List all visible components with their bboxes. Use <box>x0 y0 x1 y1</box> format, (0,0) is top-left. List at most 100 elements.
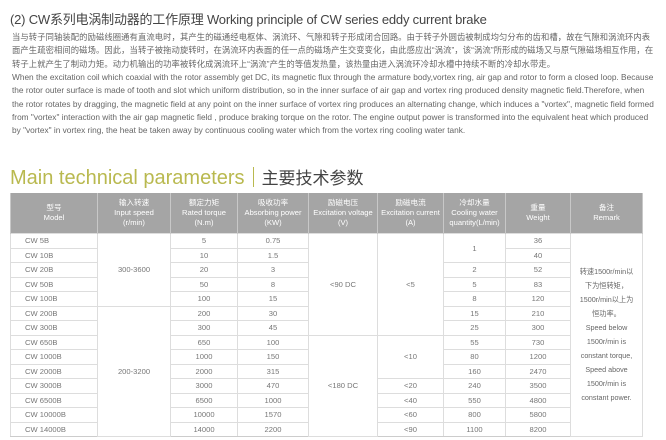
table-row: CW 14000B 14000 2200 <90 1100 8200 <box>10 421 643 437</box>
model-cell: CW 6500B <box>10 392 98 408</box>
header-cn: 吸收功率 <box>257 198 289 207</box>
header-cn: 额定力矩 <box>188 198 220 207</box>
column-header: 冷却水量 Cooling water quantity(L/min) <box>443 193 506 234</box>
table-row: CW 100B 100 15 8 120 <box>10 291 643 307</box>
weight-cell: 40 <box>505 247 571 263</box>
torque-cell: 100 <box>170 291 238 307</box>
cooling-water-cell: 80 <box>443 349 506 365</box>
cooling-water-cell: 800 <box>443 407 506 423</box>
column-header: 吸收功率 Absorbing power (KW) <box>237 193 309 234</box>
header-cn: 型号 <box>46 203 62 212</box>
torque-cell: 10 <box>170 247 238 263</box>
torque-cell: 300 <box>170 320 238 336</box>
model-cell: CW 100B <box>10 291 98 307</box>
header-unit: (N.m) <box>194 218 214 227</box>
power-cell: 8 <box>237 276 309 292</box>
torque-cell: 14000 <box>170 421 238 437</box>
current-cell: <10 <box>377 334 444 379</box>
cooling-water-cell: 8 <box>443 291 506 307</box>
table-row: CW 300B 300 45 25 300 <box>10 320 643 336</box>
power-cell: 1.5 <box>237 247 309 263</box>
weight-cell: 4800 <box>505 392 571 408</box>
column-header: 额定力矩 Rated torque (N.m) <box>170 193 238 234</box>
torque-cell: 6500 <box>170 392 238 408</box>
remark-line: 1500r/min is <box>586 379 627 388</box>
header-cn: 重量 <box>530 203 546 212</box>
remark-line: Speed above <box>585 365 628 374</box>
header-unit: (V) <box>337 218 349 227</box>
model-cell: CW 10000B <box>10 407 98 423</box>
header-cn: 励磁电压 <box>327 198 359 207</box>
power-cell: 15 <box>237 291 309 307</box>
column-header: 重量 Weight <box>505 193 571 234</box>
column-header: 输入转速 Input speed (r/min) <box>97 193 171 234</box>
header-en: Input speed <box>114 208 154 217</box>
weight-cell: 52 <box>505 262 571 278</box>
column-header: 励磁电压 Excitation voltage (V) <box>308 193 378 234</box>
title-divider <box>252 167 254 187</box>
torque-cell: 200 <box>170 305 238 321</box>
power-cell: 45 <box>237 320 309 336</box>
remark-line: 恒功率。 <box>592 309 621 318</box>
header-unit: (r/min) <box>123 218 145 227</box>
torque-cell: 1000 <box>170 349 238 365</box>
section-heading: (2) CW系列电涡制动器的工作原理 Working principle of … <box>10 12 487 27</box>
voltage-cell: <90 DC <box>308 233 378 336</box>
cooling-water-cell: 550 <box>443 392 506 408</box>
power-cell: 100 <box>237 334 309 350</box>
weight-cell: 210 <box>505 305 571 321</box>
header-en: Excitation current <box>381 208 440 217</box>
header-en: Excitation voltage <box>313 208 373 217</box>
power-cell: 0.75 <box>237 233 309 249</box>
weight-cell: 300 <box>505 320 571 336</box>
cooling-water-cell: 15 <box>443 305 506 321</box>
power-cell: 150 <box>237 349 309 365</box>
torque-cell: 10000 <box>170 407 238 423</box>
cooling-water-cell: 1 <box>443 233 506 263</box>
power-cell: 1570 <box>237 407 309 423</box>
torque-cell: 3000 <box>170 378 238 394</box>
model-cell: CW 3000B <box>10 378 98 394</box>
torque-cell: 50 <box>170 276 238 292</box>
weight-cell: 1200 <box>505 349 571 365</box>
model-cell: CW 1000B <box>10 349 98 365</box>
weight-cell: 3500 <box>505 378 571 394</box>
model-cell: CW 300B <box>10 320 98 336</box>
torque-cell: 650 <box>170 334 238 350</box>
input-speed-cell: 200-3200 <box>97 305 171 437</box>
remark-cell: 转速1500r/min以 下为恒转矩， 1500r/min以上为 恒功率。 Speed … <box>570 233 643 437</box>
cooling-water-cell: 2 <box>443 262 506 278</box>
model-cell: CW 10B <box>10 247 98 263</box>
header-en: Cooling water <box>451 208 498 217</box>
weight-cell: 36 <box>505 233 571 249</box>
power-cell: 315 <box>237 363 309 379</box>
table-row: CW 200B 200-3200 200 30 15 210 <box>10 305 643 437</box>
cooling-water-cell: 240 <box>443 378 506 394</box>
remark-line: 转速1500r/min以 <box>579 267 634 276</box>
header-en: Absorbing power <box>244 208 302 217</box>
weight-cell: 8200 <box>505 421 571 437</box>
weight-cell: 2470 <box>505 363 571 379</box>
column-header: 备注 Remark <box>570 193 643 234</box>
power-cell: 30 <box>237 305 309 321</box>
torque-cell: 5 <box>170 233 238 249</box>
remark-line: 1500r/min以上为 <box>579 295 634 304</box>
power-cell: 470 <box>237 378 309 394</box>
remark-line: Speed below <box>585 323 628 332</box>
header-cn: 输入转速 <box>118 198 150 207</box>
current-cell: <60 <box>377 407 444 423</box>
header-cn: 冷却水量 <box>459 198 490 207</box>
parameters-table: 型号 Model 输入转速 Input speed (r/min) 额定力矩 Rated t… <box>10 193 643 437</box>
voltage-cell: <180 DC <box>308 334 378 437</box>
table-row: CW 5B 300-3600 5 0.75 <90 DC <5 1 36 转速1500r/min… <box>10 233 643 437</box>
header-unit: (KW) <box>264 218 282 227</box>
header-cn: 备注 <box>598 203 615 212</box>
cooling-water-cell: 25 <box>443 320 506 336</box>
weight-cell: 5800 <box>505 407 571 423</box>
table-row: CW 10B 10 1.5 40 <box>10 247 643 263</box>
power-cell: 1000 <box>237 392 309 408</box>
model-cell: CW 2000B <box>10 363 98 379</box>
remark-line: 下为恒转矩， <box>584 281 629 290</box>
remark-line: constant power. <box>581 393 632 402</box>
header-en: Weight <box>526 213 550 222</box>
